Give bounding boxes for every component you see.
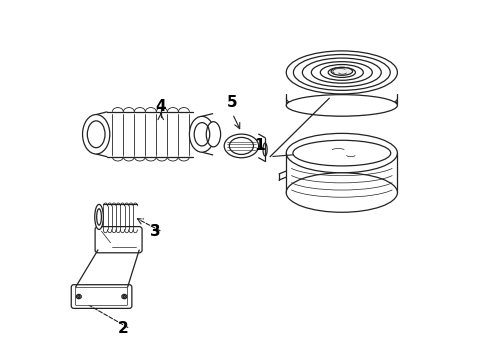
Ellipse shape	[224, 134, 259, 158]
Ellipse shape	[331, 67, 353, 75]
Ellipse shape	[78, 296, 80, 298]
FancyBboxPatch shape	[75, 288, 127, 306]
Text: 5: 5	[227, 95, 238, 110]
Ellipse shape	[286, 95, 397, 116]
Ellipse shape	[293, 140, 391, 166]
Ellipse shape	[206, 122, 220, 147]
Ellipse shape	[123, 296, 125, 298]
Text: 1: 1	[254, 139, 265, 153]
Ellipse shape	[76, 294, 81, 299]
Ellipse shape	[286, 134, 397, 173]
Ellipse shape	[190, 116, 215, 152]
Ellipse shape	[82, 114, 110, 154]
Text: 4: 4	[155, 99, 166, 114]
Ellipse shape	[286, 51, 397, 94]
Ellipse shape	[122, 294, 127, 299]
FancyBboxPatch shape	[71, 285, 132, 309]
Text: 3: 3	[150, 225, 161, 239]
Text: 2: 2	[118, 321, 128, 336]
Ellipse shape	[286, 173, 397, 212]
FancyBboxPatch shape	[95, 226, 142, 253]
Ellipse shape	[95, 204, 103, 229]
